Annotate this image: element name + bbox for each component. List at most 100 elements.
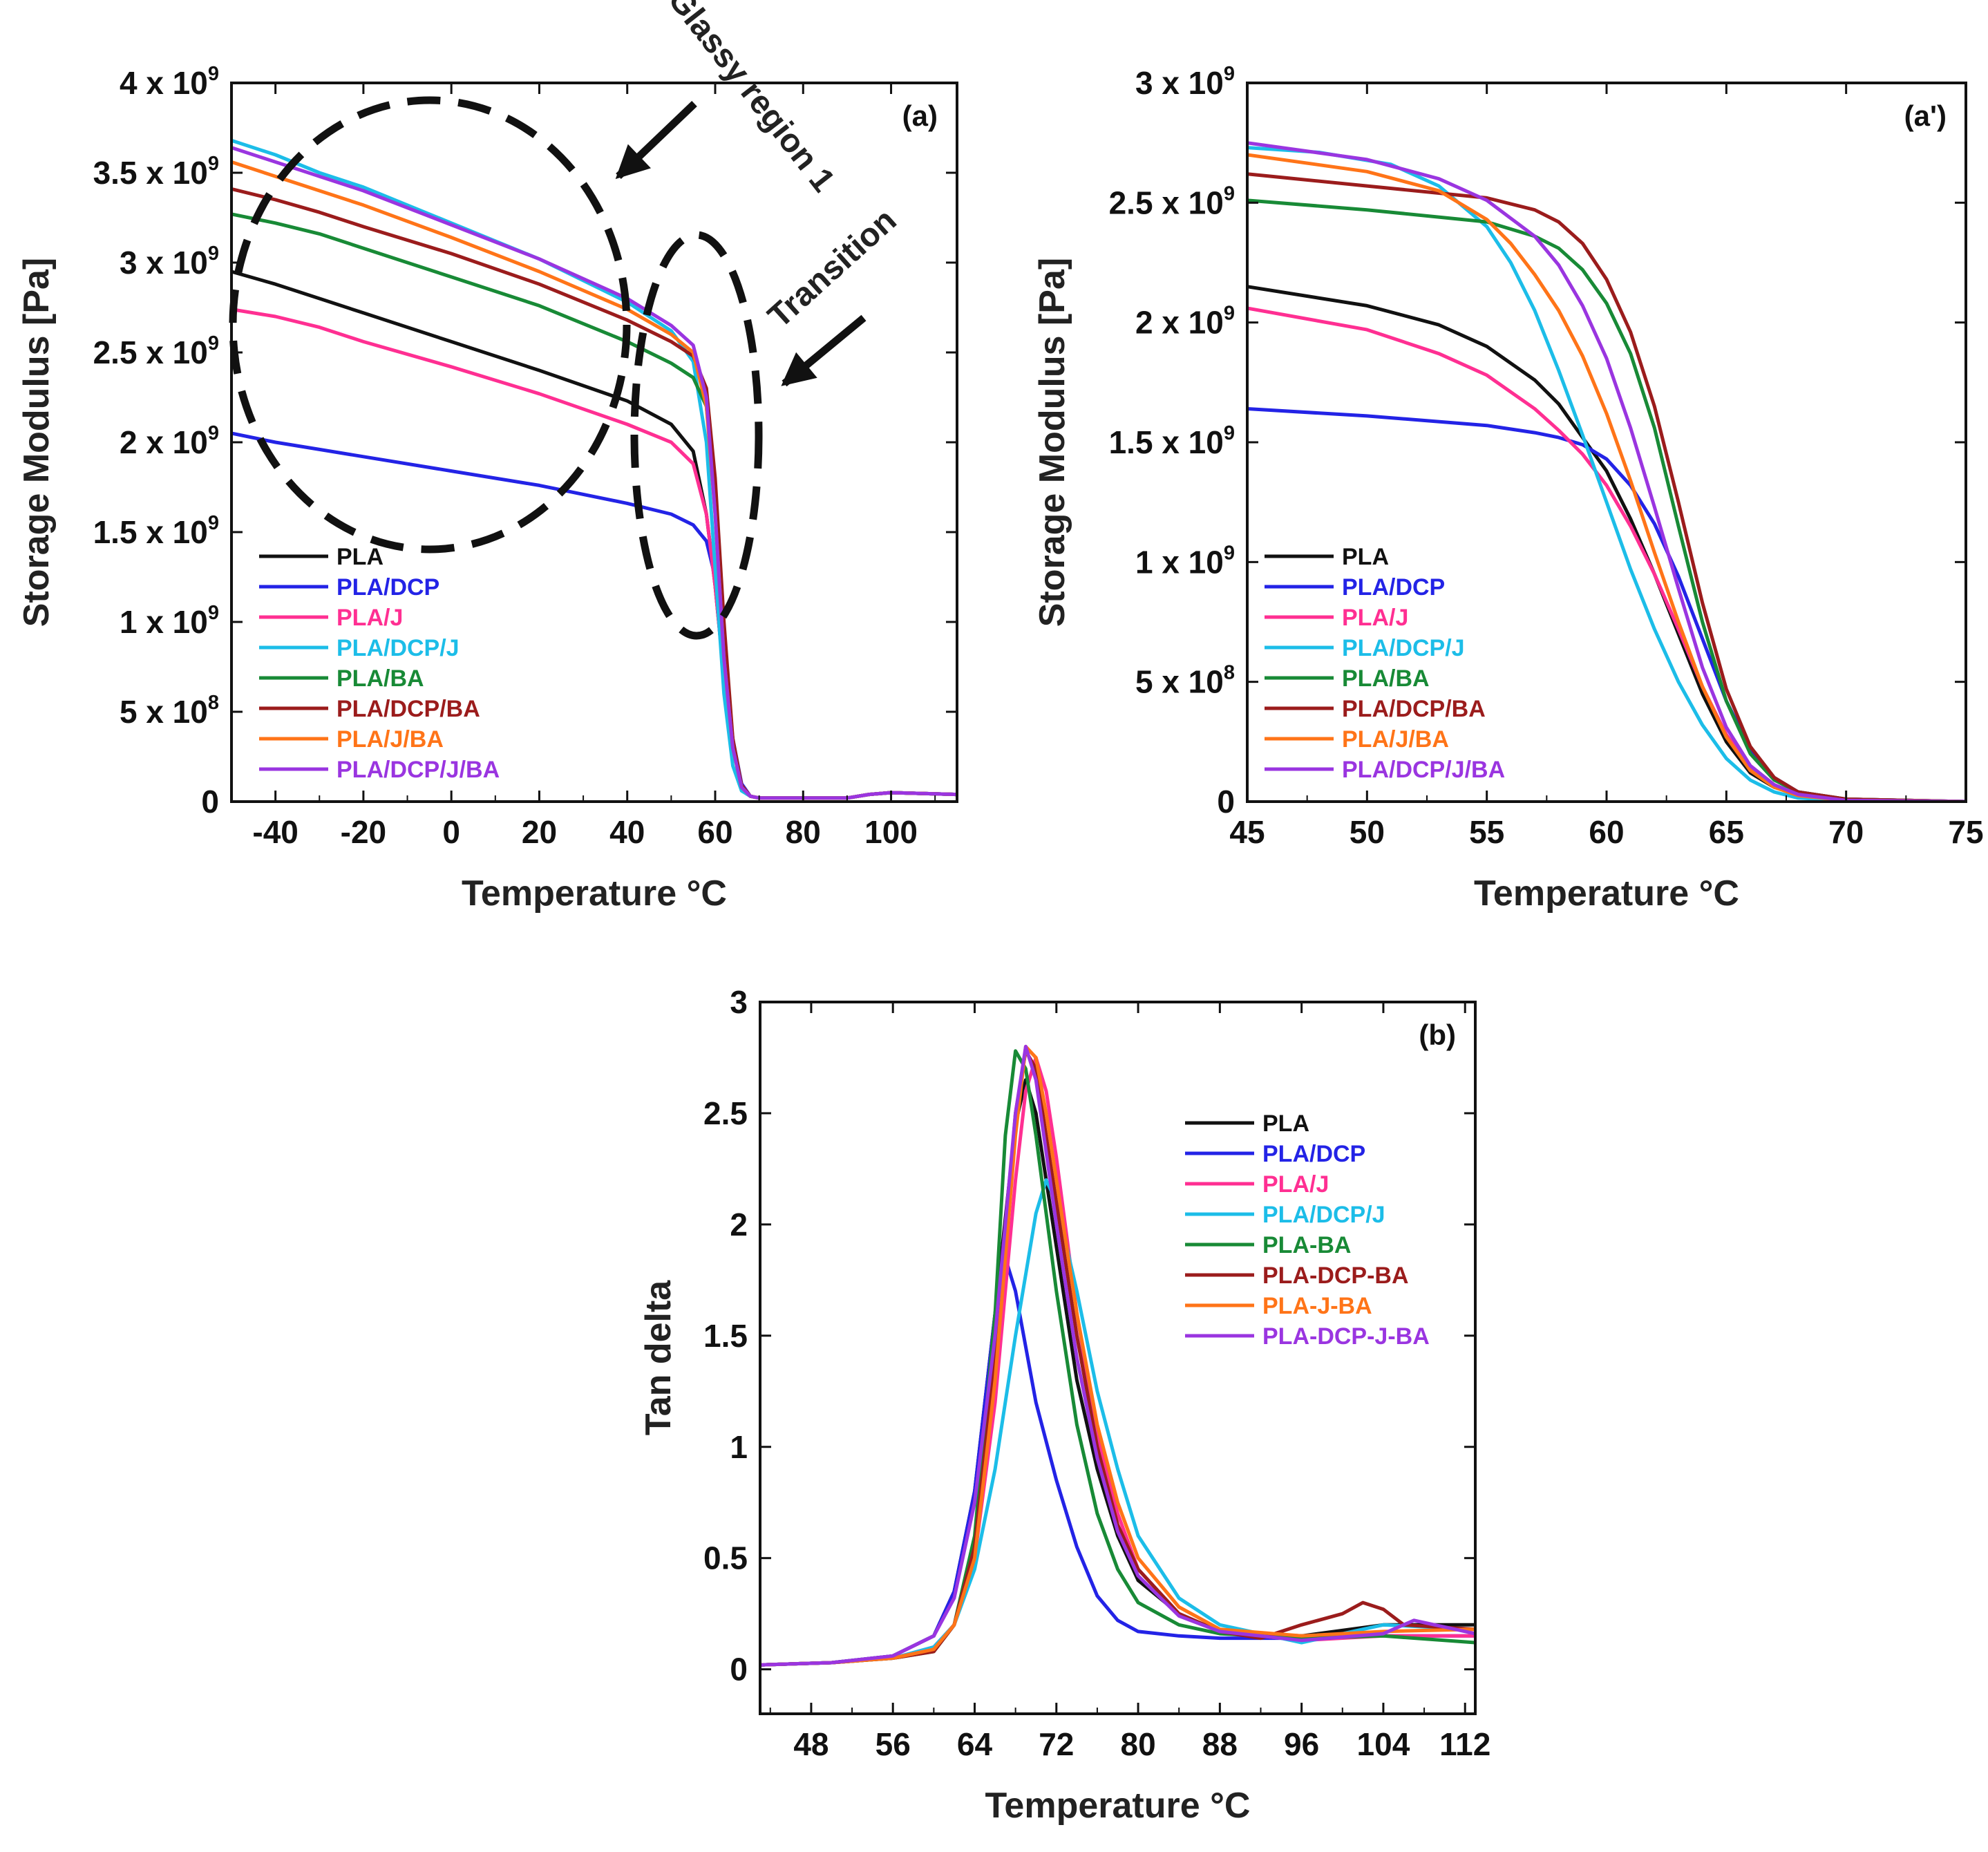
legend-item-pla-dcp-ba: PLA/DCP/BA — [1265, 696, 1486, 722]
series-line-pla-dcp-ba — [760, 1049, 1475, 1667]
x-axis-title: Temperature °C — [1474, 873, 1739, 914]
x-tick-label: 104 — [1357, 1726, 1410, 1762]
x-axis-title: Temperature °C — [985, 1786, 1251, 1826]
x-tick-label: 80 — [786, 814, 821, 850]
x-tick-label: 60 — [697, 814, 732, 850]
annotation-transition: Transition — [761, 202, 904, 335]
plot-frame — [1246, 82, 1967, 803]
y-axis-title: Tan delta — [638, 1280, 679, 1435]
x-tick-label: 96 — [1284, 1726, 1319, 1762]
x-tick-label: 80 — [1120, 1726, 1155, 1762]
legend-label: PLA/DCP/J/BA — [337, 757, 500, 783]
series-line-pla-j-ba — [760, 1044, 1475, 1667]
series-line-pla — [760, 1078, 1475, 1667]
legend: PLA PLA/DCP PLA/J PLA/DCP/J PLA-BA PLA-DCP-BA… — [1185, 1111, 1430, 1350]
series-line-pla-j — [760, 1056, 1475, 1667]
legend-item-pla-j: PLA/J — [1185, 1171, 1329, 1198]
x-tick-label: 60 — [1589, 814, 1624, 850]
y-tick-label: 2.5 x 109 — [1109, 182, 1235, 220]
x-tick-label: 70 — [1828, 814, 1864, 850]
y-tick-label: 5 x 108 — [1135, 662, 1235, 700]
y-tick-label: 1.5 x 109 — [93, 512, 219, 550]
legend-label: PLA/DCP — [1262, 1141, 1365, 1167]
panel-a-storage-modulus: -40 -20 0 20 40 60 80 100 0 5 x 108 1 x 109 1.5 x 1… — [17, 0, 958, 914]
legend-item-pla-dcp: PLA/DCP — [259, 574, 439, 601]
panel-label: (b) — [1419, 1019, 1456, 1051]
panel-a-prime-storage-modulus-zoom: 45 50 55 60 65 70 75 0 5 x 108 1 x 109 1.5 x 109 2 … — [1032, 63, 1984, 914]
series-group — [760, 1044, 1475, 1667]
legend-label: PLA/J/BA — [337, 726, 444, 753]
y-tick-label: 4 x 109 — [120, 63, 219, 101]
legend-label: PLA — [1342, 544, 1389, 570]
legend-label: PLA-BA — [1262, 1232, 1351, 1258]
transition-arrow-head — [781, 352, 817, 386]
x-tick-label: 20 — [522, 814, 557, 850]
legend: PLA PLA/DCP PLA/J PLA/DCP/J PLA/BA PLA/DCP/BA… — [259, 544, 500, 783]
y-tick-label: 0 — [1217, 784, 1235, 820]
legend-item-pla-ba: PLA/BA — [1265, 665, 1430, 692]
x-axis: 48 56 64 72 80 88 96 104 112 — [769, 1002, 1490, 1762]
legend-label: PLA/DCP/J — [337, 635, 460, 661]
x-tick-label: 0 — [442, 814, 460, 850]
x-tick-label: 55 — [1469, 814, 1504, 850]
legend-item-pla-dcp-ba: PLA-DCP-BA — [1185, 1263, 1409, 1289]
x-tick-label: 100 — [864, 814, 918, 850]
legend-item-pla-dcp-j-ba: PLA/DCP/J/BA — [1265, 757, 1505, 783]
legend-label: PLA/DCP/BA — [1342, 696, 1486, 722]
legend-label: PLA/J — [1342, 605, 1408, 631]
x-tick-label: 64 — [957, 1726, 993, 1762]
legend-label: PLA/DCP/J — [1262, 1202, 1385, 1228]
x-tick-label: 48 — [793, 1726, 829, 1762]
legend-item-pla-dcp: PLA/DCP — [1185, 1141, 1365, 1167]
glassy-region-arrow-head — [615, 144, 651, 180]
x-tick-label: 45 — [1229, 814, 1265, 850]
legend-item-pla: PLA — [1265, 544, 1389, 570]
y-tick-label: 3.5 x 109 — [93, 153, 219, 191]
legend-label: PLA-DCP-J-BA — [1262, 1323, 1430, 1350]
legend-item-pla: PLA — [1185, 1111, 1309, 1137]
legend-item-pla-ba: PLA-BA — [1185, 1232, 1351, 1258]
y-axis: 0 5 x 108 1 x 109 1.5 x 109 2 x 109 2.5 x 109… — [93, 63, 957, 820]
y-axis: 0 0.5 1 1.5 2 2.5 3 — [703, 984, 1475, 1688]
legend-item-pla-ba: PLA/BA — [259, 665, 424, 692]
legend-item-pla-j-ba: PLA/J/BA — [1265, 726, 1449, 753]
legend-label: PLA-J-BA — [1262, 1293, 1372, 1319]
panel-b-tan-delta: 48 56 64 72 80 88 96 104 112 0 0.5 1 1.5 2 2.5 3 Tempera… — [638, 984, 1490, 1826]
y-tick-label: 1.5 — [703, 1318, 748, 1354]
x-tick-label: 72 — [1039, 1726, 1074, 1762]
legend-label: PLA/J — [337, 605, 403, 631]
glassy-region-arrow — [615, 101, 697, 180]
y-tick-label: 2.5 x 109 — [93, 332, 219, 370]
legend-item-pla-j: PLA/J — [259, 605, 403, 631]
series-line-pla-dcp-j — [760, 1178, 1475, 1667]
legend-label: PLA — [1262, 1111, 1309, 1137]
series-line-pla-dcp-j-ba — [1247, 141, 1966, 802]
series-line-pla-ba — [760, 1049, 1475, 1667]
legend-item-pla-dcp-j-ba: PLA/DCP/J/BA — [259, 757, 500, 783]
panel-label: (a') — [1904, 100, 1947, 132]
y-tick-label: 3 x 109 — [120, 243, 219, 281]
x-tick-label: 50 — [1350, 814, 1385, 850]
legend-label: PLA/DCP — [1342, 574, 1445, 601]
y-tick-label: 2.5 — [703, 1095, 748, 1131]
panel-label: (a) — [902, 100, 938, 132]
x-tick-label: 56 — [875, 1726, 911, 1762]
legend-label: PLA/J — [1262, 1171, 1329, 1198]
legend-label: PLA-DCP-BA — [1262, 1263, 1409, 1289]
x-tick-label: 112 — [1439, 1726, 1490, 1762]
legend-label: PLA/DCP/J — [1342, 635, 1465, 661]
legend-label: PLA/DCP/J/BA — [1342, 757, 1505, 783]
legend-item-pla-dcp-ba: PLA/DCP/BA — [259, 696, 480, 722]
legend-item-pla-dcp-j-ba: PLA-DCP-J-BA — [1185, 1323, 1430, 1350]
x-tick-label: 75 — [1948, 814, 1983, 850]
y-axis-title: Storage Modulus [Pa] — [1032, 258, 1072, 627]
x-tick-label: 40 — [609, 814, 645, 850]
transition-arrow — [781, 314, 867, 387]
x-tick-label: 65 — [1709, 814, 1744, 850]
series-line-pla-dcp-j-ba — [231, 146, 957, 800]
legend-item-pla-dcp-j: PLA/DCP/J — [259, 635, 460, 661]
y-tick-label: 0.5 — [703, 1540, 748, 1576]
x-tick-label: -40 — [252, 814, 298, 850]
x-axis: -40 -20 0 20 40 60 80 100 — [231, 83, 936, 850]
